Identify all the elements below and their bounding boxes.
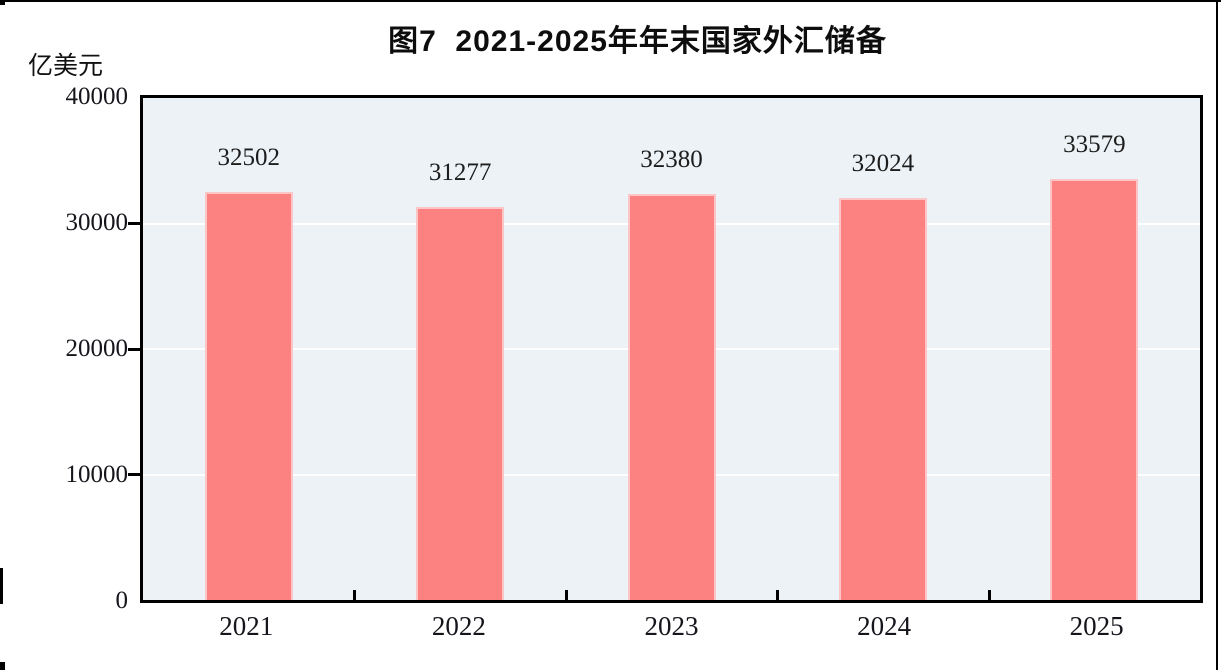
bar-value-label-2025: 33579 <box>1063 130 1126 158</box>
x-axis-tick-1 <box>353 590 357 600</box>
y-axis-tick-30000 <box>128 222 140 225</box>
page-border-left-segment <box>0 568 3 604</box>
x-axis-tick-4 <box>987 590 991 600</box>
page-border-corner-bottom-left <box>0 662 5 670</box>
x-axis-tick-3 <box>776 590 780 600</box>
bar-2025 <box>1050 178 1139 600</box>
bar-2022 <box>416 207 505 600</box>
plot-area: 32502 31277 32380 32024 33579 <box>140 95 1203 603</box>
bars-container: 32502 31277 32380 32024 33579 <box>143 98 1200 600</box>
y-axis-tick-10000 <box>128 473 140 476</box>
y-tick-label-40000: 40000 <box>65 83 129 110</box>
bar-value-label-2024: 32024 <box>851 150 915 178</box>
chart-title: 图7 2021-2025年年末国家外汇储备 <box>388 25 887 58</box>
bar-group-2025: 33579 <box>989 98 1200 600</box>
page-border-corner-top-left <box>0 0 5 5</box>
y-axis-unit-label: 亿美元 <box>28 53 104 80</box>
y-axis-tick-20000 <box>128 348 140 351</box>
bar-value-label-2022: 31277 <box>428 159 492 187</box>
page-border-right <box>1216 0 1218 670</box>
x-axis-label-2022: 2022 <box>431 611 486 641</box>
x-axis-label-2025: 2025 <box>1069 611 1124 641</box>
y-tick-label-10000: 10000 <box>65 461 129 488</box>
x-axis-label-2021: 2021 <box>219 611 274 641</box>
bar-value-label-2021: 32502 <box>217 144 280 172</box>
bar-2024 <box>838 198 927 600</box>
y-tick-label-20000: 20000 <box>65 335 129 362</box>
bar-group-2021: 32502 <box>143 98 354 600</box>
x-axis-label-2024: 2024 <box>857 611 912 641</box>
x-axis-label-2023: 2023 <box>644 611 699 641</box>
bar-value-label-2023: 32380 <box>640 145 703 173</box>
bar-group-2022: 31277 <box>354 98 565 600</box>
y-tick-label-0: 0 <box>115 587 129 614</box>
bar-2021 <box>204 192 293 600</box>
x-axis-labels: 2021 2022 2023 2024 2025 <box>140 611 1203 647</box>
x-axis-tick-2 <box>564 590 568 600</box>
bar-group-2024: 32024 <box>777 98 988 600</box>
y-tick-label-30000: 30000 <box>65 209 129 236</box>
bar-group-2023: 32380 <box>566 98 777 600</box>
page-border-top <box>0 0 1221 2</box>
bar-2023 <box>627 193 716 600</box>
